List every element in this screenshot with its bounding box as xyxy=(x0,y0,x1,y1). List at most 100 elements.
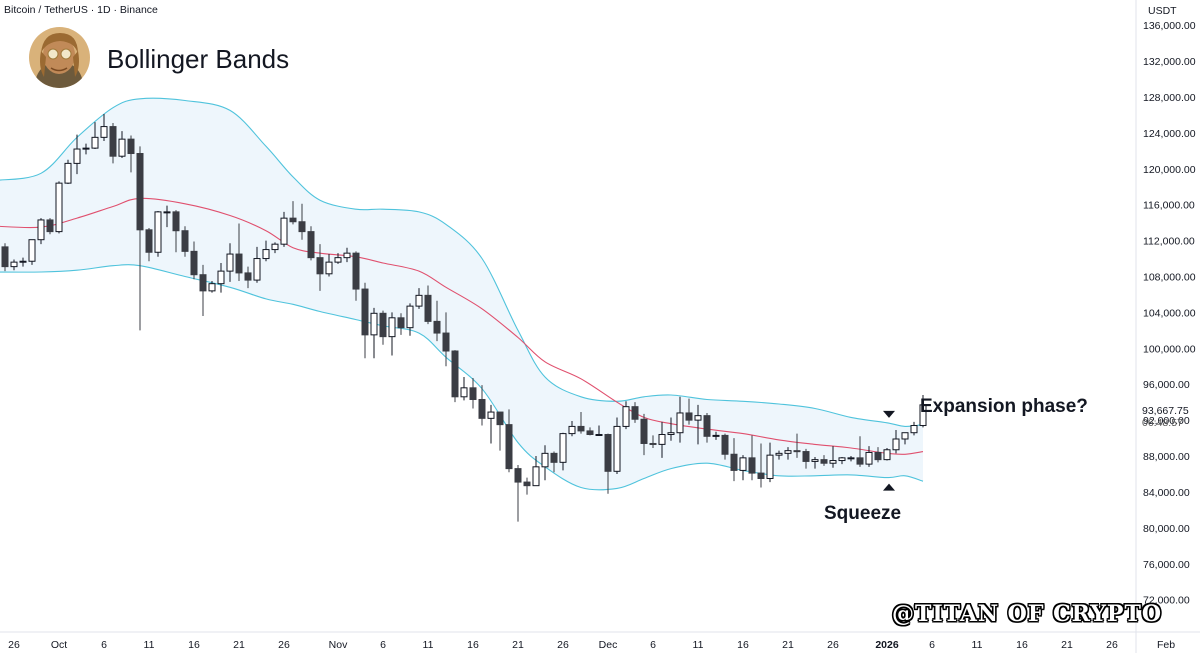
time-axis-labels[interactable]: 26 Oct 6 11 16 21 26 Nov 6 11 16 21 26 Dec 6 11 16 21 26 20… xyxy=(8,639,1175,651)
x-tick-label: 16 xyxy=(1016,639,1028,651)
candle xyxy=(667,417,675,441)
candle xyxy=(118,131,126,158)
candle xyxy=(190,241,198,280)
candle xyxy=(28,239,36,265)
candle-body xyxy=(424,294,432,322)
candle-body xyxy=(667,432,675,436)
candle-body xyxy=(469,387,477,400)
y-tick-label: 108,000.00 xyxy=(1143,272,1196,284)
price-axis-labels[interactable]: 72,000.00 76,000.00 80,000.00 84,000.00 88,0… xyxy=(1143,20,1196,607)
x-tick-label: 21 xyxy=(1061,639,1073,651)
candle-body xyxy=(109,126,117,157)
candle xyxy=(532,456,540,487)
x-tick-label: Oct xyxy=(51,639,67,651)
band-fill xyxy=(0,98,923,490)
x-tick-label: 26 xyxy=(1106,639,1118,651)
candle-body xyxy=(568,425,576,435)
candle xyxy=(370,307,378,359)
candle xyxy=(10,259,18,271)
candle-body xyxy=(397,317,405,329)
candle-body xyxy=(406,305,414,329)
candle-body xyxy=(739,457,747,471)
candle xyxy=(811,456,819,469)
candle xyxy=(820,455,828,466)
candle-body xyxy=(856,457,864,465)
candle xyxy=(298,203,306,240)
candle xyxy=(19,257,27,267)
candle-body xyxy=(766,454,774,479)
candle xyxy=(802,448,810,469)
candle xyxy=(757,443,765,488)
candle-body xyxy=(307,231,315,259)
candle-body xyxy=(802,451,810,462)
squeeze-markers xyxy=(883,410,895,491)
y-tick-label: 128,000.00 xyxy=(1143,92,1196,104)
candle xyxy=(910,421,918,436)
candle xyxy=(163,205,171,228)
candle-body xyxy=(757,472,765,479)
x-tick-label: 2026 xyxy=(875,639,899,651)
candle-body xyxy=(487,411,495,419)
candle-body xyxy=(577,425,585,432)
y-tick-label: 104,000.00 xyxy=(1143,307,1196,319)
currency-label[interactable]: USDT xyxy=(1148,5,1177,17)
candle xyxy=(415,288,423,309)
candle-body xyxy=(676,412,684,434)
candle-body xyxy=(559,433,567,463)
candle-body xyxy=(19,260,27,263)
candle-body xyxy=(748,457,756,474)
candle xyxy=(343,247,351,263)
x-tick-label: 11 xyxy=(972,639,983,651)
candle xyxy=(478,385,486,426)
y-tick-label: 76,000.00 xyxy=(1143,559,1190,571)
candle-body xyxy=(100,126,108,138)
y-tick-label: 116,000.00 xyxy=(1143,200,1195,212)
candle-body xyxy=(496,411,504,426)
candle xyxy=(280,211,288,247)
candle xyxy=(271,242,279,254)
x-tick-label: 11 xyxy=(423,639,434,651)
x-tick-label: Nov xyxy=(329,639,348,651)
candle-body xyxy=(640,418,648,444)
candle-body xyxy=(163,211,171,214)
candle-body xyxy=(28,239,36,262)
candle xyxy=(145,228,153,262)
candle-body xyxy=(919,404,927,427)
candle xyxy=(325,254,333,277)
x-tick-label: Dec xyxy=(599,639,618,651)
candle-body xyxy=(514,468,522,483)
triangle-down-icon xyxy=(883,410,895,418)
y-tick-label: 120,000.00 xyxy=(1143,164,1196,176)
y-tick-label: 92,000.00 xyxy=(1143,415,1190,427)
y-tick-label: 80,000.00 xyxy=(1143,523,1190,535)
candle-body xyxy=(712,434,720,437)
y-tick-label: 132,000.00 xyxy=(1143,56,1196,68)
candle xyxy=(631,402,639,423)
candle xyxy=(208,280,216,293)
candle-body xyxy=(181,230,189,252)
y-tick-label: 112,000.00 xyxy=(1143,236,1195,248)
y-tick-label: 88,000.00 xyxy=(1143,451,1190,463)
candle xyxy=(847,456,855,462)
candle-body xyxy=(550,452,558,463)
last-price-badge: 93,667.75 06:48:57 xyxy=(1142,405,1189,429)
symbol-header[interactable]: Bitcoin / TetherUS · 1D · Binance xyxy=(4,4,158,16)
watermark: @TITAN OF CRYPTO xyxy=(892,601,1163,627)
candle xyxy=(460,377,468,401)
x-tick-label: 11 xyxy=(693,639,704,651)
candle xyxy=(595,425,603,436)
x-tick-label: 21 xyxy=(512,639,524,651)
candle-body xyxy=(208,283,216,292)
candle-body xyxy=(415,294,423,307)
candle-body xyxy=(721,434,729,455)
candle-body xyxy=(694,415,702,421)
x-tick-label: 6 xyxy=(650,639,656,651)
candle-body xyxy=(136,153,144,231)
candle xyxy=(586,427,594,436)
x-tick-label: 16 xyxy=(467,639,479,651)
x-tick-label: 26 xyxy=(8,639,20,651)
candle-countdown: 06:48:57 xyxy=(1142,416,1183,429)
x-tick-label: 11 xyxy=(144,639,155,651)
candle-body xyxy=(388,317,396,338)
